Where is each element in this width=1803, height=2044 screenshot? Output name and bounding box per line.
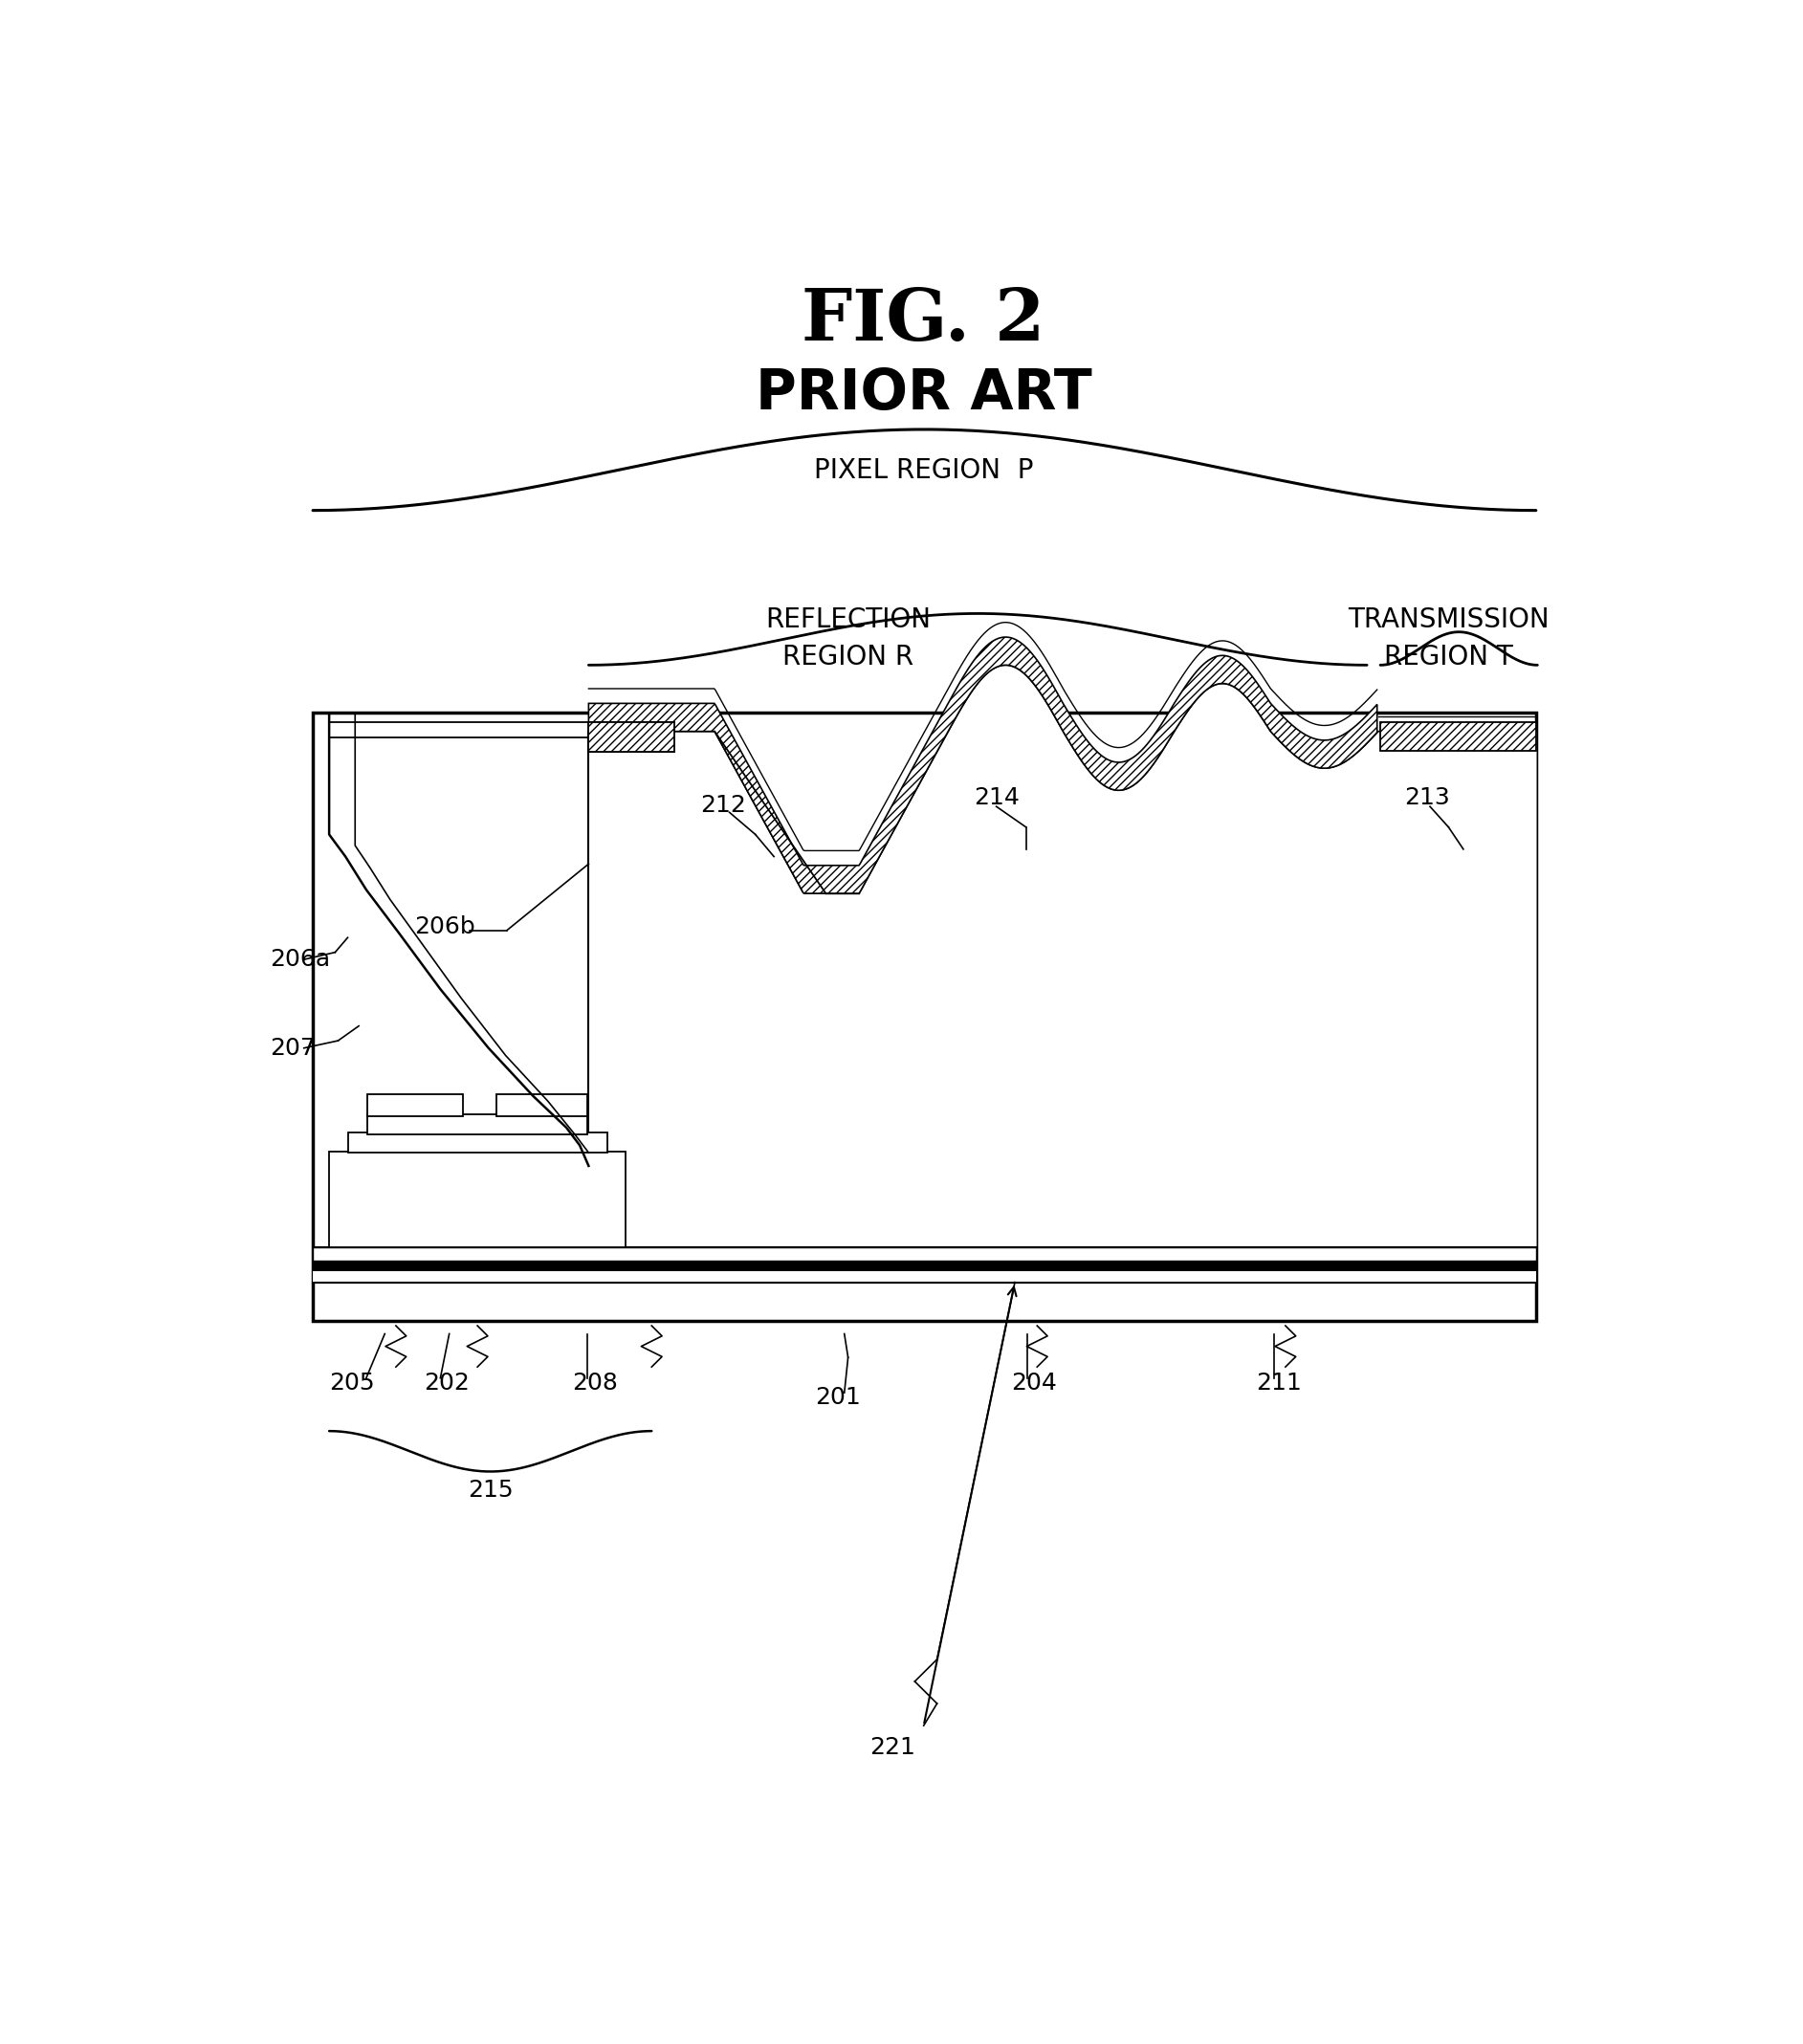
- Text: 205: 205: [330, 1372, 375, 1394]
- Text: 213: 213: [1405, 787, 1450, 809]
- Text: TRANSMISSION
REGION T: TRANSMISSION REGION T: [1349, 607, 1549, 670]
- Text: 215: 215: [469, 1478, 514, 1502]
- Bar: [314, 1271, 1536, 1282]
- Bar: [314, 1261, 1536, 1271]
- Text: 206a: 206a: [270, 948, 330, 971]
- Bar: [1381, 722, 1536, 750]
- Text: 206b: 206b: [415, 916, 476, 938]
- Text: 204: 204: [1011, 1372, 1057, 1394]
- Text: PIXEL REGION  P: PIXEL REGION P: [813, 458, 1033, 484]
- Text: REFLECTION
REGION R: REFLECTION REGION R: [764, 607, 930, 670]
- Bar: [368, 1114, 588, 1134]
- Text: 202: 202: [424, 1372, 471, 1394]
- Bar: [368, 1094, 463, 1116]
- Text: PRIOR ART: PRIOR ART: [755, 366, 1093, 421]
- Text: 207: 207: [270, 1036, 316, 1059]
- Text: 214: 214: [974, 787, 1020, 809]
- Bar: [588, 722, 674, 752]
- Bar: [496, 1094, 588, 1116]
- Text: 211: 211: [1255, 1372, 1302, 1394]
- Polygon shape: [588, 638, 1377, 893]
- Bar: [314, 713, 1536, 1320]
- Bar: [348, 1132, 608, 1153]
- Bar: [330, 1151, 626, 1247]
- Polygon shape: [588, 664, 1536, 1247]
- Text: 212: 212: [700, 793, 746, 816]
- Text: 221: 221: [869, 1735, 916, 1760]
- Bar: [314, 1247, 1536, 1261]
- Text: 208: 208: [572, 1372, 618, 1394]
- Text: FIG. 2: FIG. 2: [802, 286, 1046, 356]
- Text: 201: 201: [815, 1386, 860, 1410]
